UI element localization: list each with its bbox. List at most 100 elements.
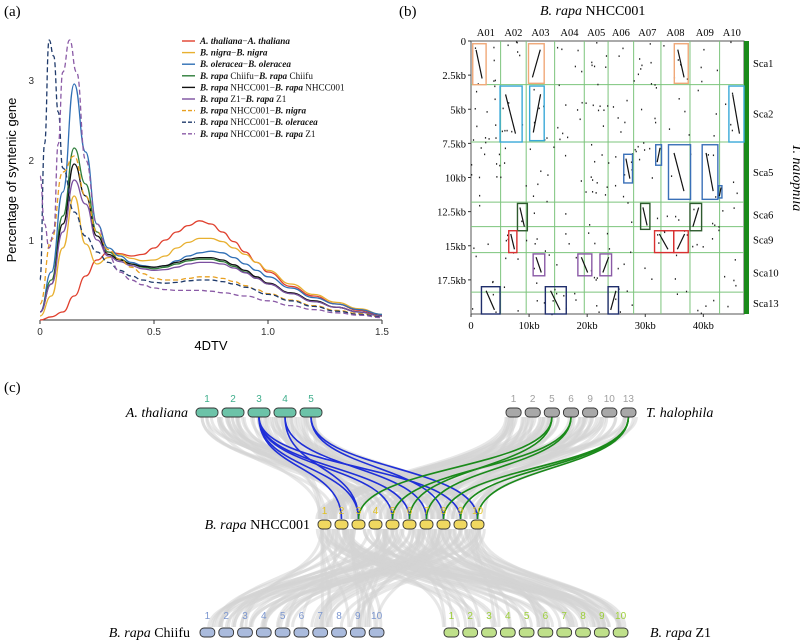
synteny-dot xyxy=(532,195,535,198)
synteny-dot xyxy=(730,41,732,44)
synteny-dot xyxy=(506,234,509,237)
synteny-dot xyxy=(501,130,503,133)
synteny-dot xyxy=(471,173,473,176)
chromosome-bar xyxy=(237,627,253,638)
synteny-dot xyxy=(546,200,548,203)
synteny-dot xyxy=(736,192,738,195)
synteny-dot xyxy=(529,148,531,151)
scaffold-label: Sca6 xyxy=(753,210,773,221)
synteny-link xyxy=(431,528,562,628)
synteny-dot xyxy=(511,130,513,133)
chromosome-label: A10 xyxy=(723,28,741,39)
synteny-dot xyxy=(498,153,501,156)
synteny-link xyxy=(362,528,596,628)
synteny-dot xyxy=(649,43,651,45)
synteny-block-line xyxy=(531,49,541,78)
synteny-dot xyxy=(593,65,596,68)
synteny-dot xyxy=(568,243,570,245)
chromosome-bar xyxy=(562,407,580,418)
synteny-link xyxy=(477,528,607,628)
synteny-dot xyxy=(656,217,659,220)
synteny-dot xyxy=(702,246,704,248)
synteny-dot xyxy=(533,267,535,270)
chromosome-bar xyxy=(436,519,451,530)
synteny-block-box xyxy=(655,144,663,166)
synteny-dot xyxy=(486,111,488,113)
synteny-dot xyxy=(607,105,609,107)
synteny-dot xyxy=(612,106,615,108)
synteny-block-box xyxy=(639,202,651,231)
synteny-dot xyxy=(666,215,668,218)
synteny-block-line xyxy=(642,207,648,226)
chromosome-number: 8 xyxy=(441,506,447,517)
synteny-dot xyxy=(624,121,626,124)
synteny-dot xyxy=(734,259,736,261)
chromosome-bar xyxy=(349,627,366,638)
series-line xyxy=(39,39,383,318)
synteny-dot xyxy=(615,156,617,158)
chromosome-bar xyxy=(518,627,535,638)
synteny-dot xyxy=(494,98,496,101)
y-tick-label: 17.5kb xyxy=(437,276,466,287)
synteny-dot xyxy=(622,195,625,198)
synteny-dot xyxy=(496,176,498,178)
chromosome-number: 1 xyxy=(449,611,455,622)
synteny-block-line xyxy=(732,94,741,134)
synteny-dot xyxy=(517,258,519,260)
synteny-dot xyxy=(733,279,735,282)
chromosome-bar xyxy=(221,407,245,418)
synteny-dot xyxy=(499,164,501,167)
chromosome-number: 4 xyxy=(373,506,379,517)
synteny-link xyxy=(319,528,422,628)
synteny-block-box xyxy=(701,144,719,201)
synteny-dot xyxy=(663,44,665,47)
synteny-dot xyxy=(620,131,622,133)
chromosome-number: 10 xyxy=(615,611,627,622)
chromosome-bar xyxy=(368,519,383,530)
synteny-dot xyxy=(631,304,633,306)
legend-entry: B. rapa Z1−B. rapa Z1 xyxy=(199,94,287,104)
synteny-dot xyxy=(606,232,609,235)
synteny-dot xyxy=(733,207,735,209)
chromosome-label: A01 xyxy=(477,28,495,39)
synteny-link xyxy=(244,528,323,628)
genome-label: B. rapa Chiifu xyxy=(109,626,190,641)
synteny-dot xyxy=(605,66,607,69)
synteny-dot xyxy=(575,256,577,259)
synteny-dot xyxy=(552,300,554,302)
synteny-dot xyxy=(485,141,487,144)
synteny-dot xyxy=(519,54,521,57)
synteny-dot xyxy=(633,80,635,82)
synteny-block-line xyxy=(656,147,661,163)
highlight-link-at xyxy=(258,416,462,520)
x-tick-label: 0 xyxy=(37,327,43,338)
synteny-dot xyxy=(631,221,633,224)
synteny-dot xyxy=(540,170,542,173)
synteny-dot xyxy=(640,108,643,111)
chromosome-bar xyxy=(582,407,599,418)
synteny-dot xyxy=(500,176,502,179)
x-tick-label: 0.5 xyxy=(147,327,161,338)
chromosome-bar xyxy=(453,519,468,530)
synteny-dot xyxy=(472,308,474,310)
synteny-dot xyxy=(692,245,694,248)
synteny-dot xyxy=(574,65,576,68)
synteny-dot xyxy=(564,154,567,157)
synteny-dot xyxy=(640,68,642,70)
legend-entry: B. rapa NHCC001−B. rapa Z1 xyxy=(199,129,316,139)
highlight-link-at xyxy=(258,416,360,520)
synteny-block-line xyxy=(692,207,700,227)
synteny-block-box xyxy=(689,202,703,232)
synteny-block-line xyxy=(485,290,496,311)
synteny-dot xyxy=(644,267,646,270)
synteny-dot xyxy=(730,123,732,126)
series-line xyxy=(39,163,383,317)
legend-entry: B. rapa NHCC001−B. nigra xyxy=(199,106,306,116)
chromosome-number: 10 xyxy=(604,394,616,405)
chromosome-bar xyxy=(293,627,310,638)
chromosome-number: 8 xyxy=(580,611,586,622)
synteny-dot xyxy=(608,248,611,250)
chromosome-number: 6 xyxy=(407,506,413,517)
chromosome-bar xyxy=(537,627,554,638)
synteny-dot xyxy=(622,47,624,50)
